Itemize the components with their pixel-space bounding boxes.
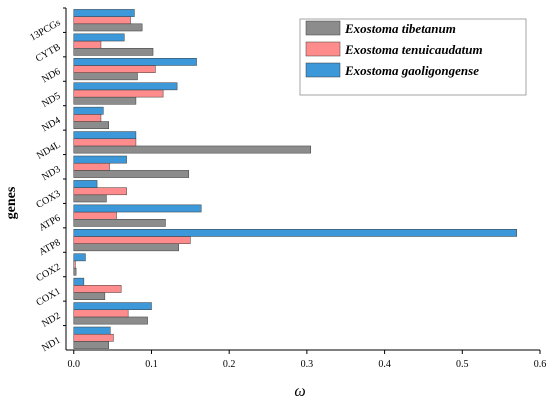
bar-atp8-series-3 xyxy=(73,229,517,237)
x-tick-label: 0.0 xyxy=(68,359,81,370)
bar-cytb-series-3 xyxy=(73,33,125,42)
category-label-atp6: ATP6 xyxy=(37,213,62,234)
bar-nd4l-series-3 xyxy=(73,131,137,140)
bar-cox3-series-2 xyxy=(73,187,127,196)
bar-cox3-series-1 xyxy=(73,194,107,203)
bar-atp6-series-2 xyxy=(73,211,117,220)
bar-nd1-series-2 xyxy=(73,333,114,342)
bar-atp6-series-1 xyxy=(73,218,166,227)
bar-nd6-series-2 xyxy=(73,65,156,73)
category-label-cox3: COX3 xyxy=(34,188,62,211)
category-label-13pcgs: 13PCGs xyxy=(28,17,62,43)
y-axis-title: genes xyxy=(4,186,19,219)
category-label-nd1: ND1 xyxy=(40,335,62,354)
bar-cox3-series-3 xyxy=(73,180,98,188)
category-label-nd4l: ND4L xyxy=(35,139,63,161)
bar-nd4l-series-1 xyxy=(73,145,312,154)
bar-cytb-series-1 xyxy=(73,47,154,56)
bar-nd3-series-3 xyxy=(73,155,127,164)
bar-cox2-series-3 xyxy=(73,253,86,262)
x-tick-label: 0.5 xyxy=(456,359,469,370)
category-label-nd2: ND2 xyxy=(40,310,62,329)
bar-nd2-series-1 xyxy=(73,316,148,325)
bar-cox1-series-3 xyxy=(73,277,85,286)
x-tick-label: 0.3 xyxy=(301,359,314,370)
bar-cox1-series-2 xyxy=(73,285,122,293)
x-ticks-group: 0.0 0.1 0.2 0.3 0.4 0.5 0.6 xyxy=(68,350,547,370)
bar-nd6-series-1 xyxy=(73,72,138,81)
bar-nd5-series-3 xyxy=(73,82,178,91)
category-label-nd4: ND4 xyxy=(40,115,62,134)
bar-nd5-series-2 xyxy=(73,89,164,98)
bar-cox2-series-1 xyxy=(73,267,77,276)
legend-label-2: Exostoma tenuicaudatum xyxy=(344,42,483,57)
bars-group xyxy=(63,7,517,349)
category-label-atp8: ATP8 xyxy=(37,237,62,258)
bar-nd2-series-2 xyxy=(73,309,129,318)
bar-atp6-series-3 xyxy=(73,204,202,213)
x-tick-label: 0.4 xyxy=(378,359,391,370)
bar-nd2-series-3 xyxy=(73,302,152,311)
bar-nd3-series-2 xyxy=(73,162,110,171)
bar-nd5-series-1 xyxy=(73,96,137,105)
bar-nd1-series-1 xyxy=(73,341,109,349)
bar-nd4-series-1 xyxy=(73,121,109,129)
legend-swatch-2 xyxy=(305,41,341,57)
legend-label-1: Exostoma tibetanum xyxy=(344,21,456,36)
bar-cox1-series-1 xyxy=(73,292,106,300)
bar-13pcgs-series-3 xyxy=(73,9,135,17)
bar-cytb-series-2 xyxy=(73,40,102,49)
bar-13pcgs-series-1 xyxy=(73,23,143,32)
bar-nd6-series-3 xyxy=(73,58,197,66)
x-tick-label: 0.2 xyxy=(223,359,236,370)
legend-swatch-1 xyxy=(305,20,341,36)
bar-nd1-series-3 xyxy=(73,326,111,335)
category-label-nd6: ND6 xyxy=(40,66,62,85)
bar-atp8-series-1 xyxy=(73,243,179,252)
legend-label-3: Exostoma gaoligongense xyxy=(344,63,479,78)
category-label-nd3: ND3 xyxy=(40,164,62,183)
bar-13pcgs-series-2 xyxy=(73,16,131,25)
category-label-cox2: COX2 xyxy=(34,262,62,285)
x-tick-label: 0.1 xyxy=(145,359,158,370)
bar-cox2-series-2 xyxy=(73,260,76,269)
category-label-nd5: ND5 xyxy=(40,91,62,110)
bar-atp8-series-2 xyxy=(73,236,191,244)
legend-swatch-3 xyxy=(305,62,341,78)
bar-nd4l-series-2 xyxy=(73,138,137,147)
bar-nd3-series-1 xyxy=(73,170,190,178)
bar-nd4-series-3 xyxy=(73,106,104,115)
category-label-cytb: CYTB xyxy=(34,42,63,65)
x-tick-label: 0.6 xyxy=(534,359,547,370)
category-label-cox1: COX1 xyxy=(34,286,62,309)
axes-group xyxy=(65,8,540,351)
x-axis-title: ω xyxy=(294,383,305,400)
bar-nd4-series-2 xyxy=(73,114,102,122)
legend: Exostoma tibetanum Exostoma tenuicaudatum… xyxy=(299,18,527,96)
